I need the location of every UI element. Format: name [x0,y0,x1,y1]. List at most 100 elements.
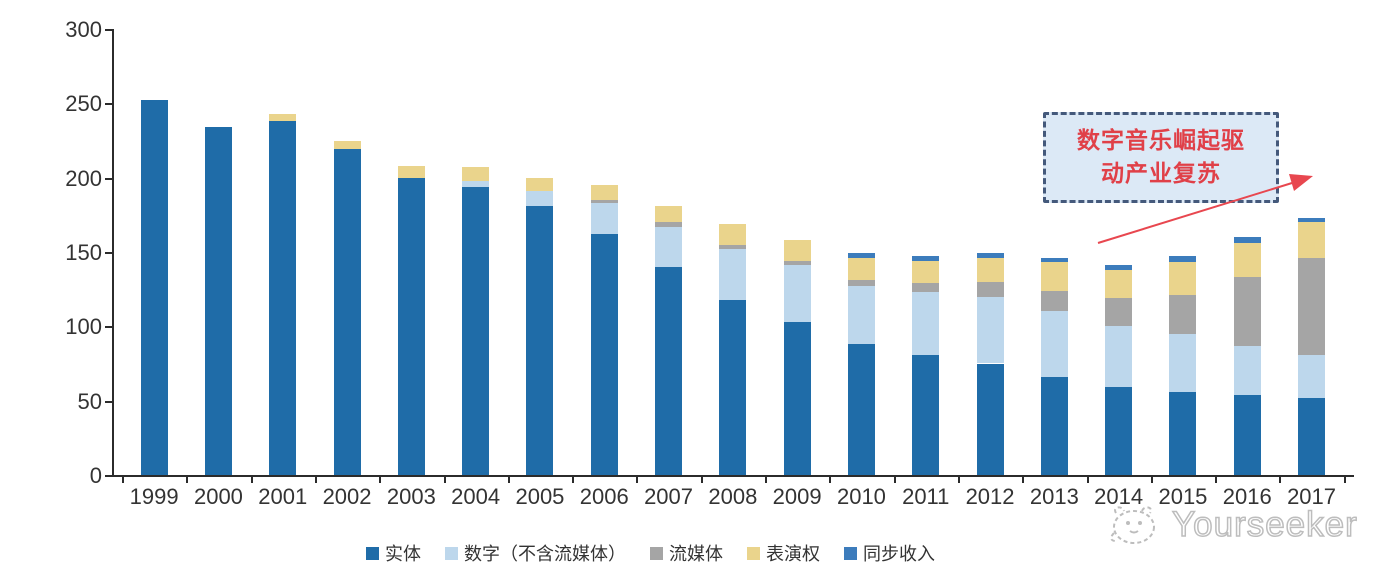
x-axis-tick-label: 2003 [386,484,436,509]
y-axis-line [112,29,114,477]
watermark: Yourseeker [1108,503,1358,547]
bar-segment-2004 [462,186,490,475]
x-tick [957,475,960,483]
x-tick [507,475,510,483]
bar-segment-2004 [462,167,490,181]
legend-label: 数字（不含流媒体） [464,544,626,564]
x-tick [250,475,253,483]
y-axis-tick-label: 300 [65,17,102,42]
x-tick [1215,475,1218,483]
y-axis-tick-label: 0 [89,463,102,488]
chart-legend: 实体 数字（不含流媒体） 流媒体 表演权 同步收入 [366,540,935,566]
x-tick [122,475,124,483]
x-tick [893,475,896,483]
x-tick [1022,475,1025,483]
x-tick [379,475,382,483]
bar-segment-2009 [783,321,811,475]
x-axis-tick-label: 2009 [772,484,822,509]
y-tick [105,252,112,254]
bar-segment-2015 [1169,391,1197,475]
x-axis-tick-label: 2014 [1094,484,1144,509]
bar-segment-2013 [1040,290,1068,312]
bar-segment-2005 [526,191,554,206]
bar-segment-2006 [590,234,618,475]
legend-swatch-icon [650,546,663,560]
bar-segment-2017 [1298,354,1326,398]
y-tick [105,475,112,477]
bar-segment-2009 [783,265,811,322]
y-tick [105,177,112,180]
annotation-line1: 数字音乐崛起驱 [1077,128,1245,154]
bar-segment-2010 [847,257,875,281]
x-axis-tick-label: 2005 [515,484,565,509]
x-tick [443,475,446,483]
bar-segment-2016 [1233,345,1261,395]
legend-swatch-icon [747,546,760,560]
bar-segment-2006 [590,202,618,235]
bar-segment-2015 [1169,262,1197,296]
bar-segment-2008 [719,223,747,245]
x-axis-line [112,475,1354,477]
x-axis-tick-label: 2007 [644,484,694,509]
bar-segment-2010 [847,344,875,475]
bar-segment-2010 [847,280,875,287]
bar-segment-2007 [655,266,683,475]
x-axis-tick-label: 2012 [965,484,1015,509]
bar-segment-2013 [1040,376,1068,475]
bar-segment-2007 [655,226,683,267]
x-axis-tick-label: 2000 [193,484,243,509]
bar-segment-2014 [1105,326,1133,388]
bar-segment-2016 [1233,243,1261,278]
bar-segment-2014 [1105,298,1133,327]
legend-label: 实体 [385,544,421,564]
bar-segment-2000 [204,127,232,475]
y-tick [105,103,112,106]
bar-segment-2003 [397,165,425,178]
y-axis-tick-label: 200 [65,165,102,191]
bar-segment-2014 [1105,269,1133,299]
x-axis-tick-label: 2004 [451,484,501,509]
x-tick [1150,475,1153,483]
bar-segment-2016 [1233,277,1261,346]
x-axis-tick-label: 2013 [1029,484,1079,509]
bar-segment-2011 [912,292,940,355]
legend-swatch-icon [445,546,458,560]
bar-segment-2014 [1105,265,1133,270]
x-axis-tick-label: 2015 [1158,484,1208,509]
bar-segment-2017 [1298,397,1326,475]
x-tick [700,475,703,483]
annotation-callout: 数字音乐崛起驱 动产业复苏 [1043,112,1279,203]
legend-item: 同步收入 [844,540,935,566]
bar-segment-2009 [783,240,811,261]
bar-segment-2002 [333,140,361,150]
mascot-face-icon [1110,506,1155,544]
y-tick [105,29,112,31]
y-axis-tick-label: 50 [77,388,102,414]
bar-segment-2015 [1169,295,1197,334]
bar-segment-2015 [1169,333,1197,392]
bar-segment-2006 [590,199,618,203]
x-axis-tick-label: 2006 [579,484,629,509]
bar-segment-2013 [1040,257,1068,263]
bar-segment-2012 [976,363,1004,475]
x-tick [186,475,189,483]
legend-item: 实体 [366,540,421,566]
x-tick [636,475,639,483]
bar-segment-2011 [912,256,940,261]
x-axis-tick-label: 2011 [902,484,950,509]
bar-segment-2004 [462,180,490,187]
bar-segment-2014 [1105,387,1133,475]
x-axis-tick-label: 1999 [129,484,179,509]
bar-segment-2008 [719,299,747,475]
y-axis-tick-label: 150 [65,240,102,265]
bar-segment-2005 [526,205,554,475]
x-axis-tick-label: 2001 [258,484,308,509]
legend-label: 表演权 [766,544,820,564]
bar-segment-2005 [526,177,554,192]
bar-segment-2017 [1298,222,1326,258]
y-axis-tick-label: 250 [65,91,102,117]
bar-segment-2011 [912,354,940,475]
bar-segment-2015 [1169,256,1197,263]
legend-swatch-icon [844,546,857,560]
x-axis-tick-label: 2016 [1222,484,1272,509]
